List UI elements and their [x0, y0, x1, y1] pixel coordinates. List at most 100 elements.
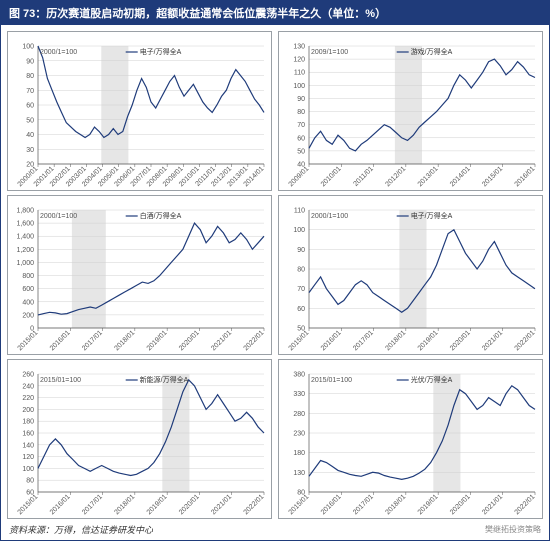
legend: 新能源/万得全A — [126, 375, 189, 384]
y-tick-label: 1,400 — [16, 234, 34, 241]
legend-label: 光伏/万得全A — [411, 375, 453, 384]
watermark: 樊继拓投资策略 — [485, 524, 541, 535]
y-tick-label: 200 — [22, 312, 34, 319]
chart-grid: 20304050607080901002000/012001/012002/01… — [1, 25, 549, 521]
x-tick-label: 2019/01 — [146, 329, 169, 352]
chart-svg: 60801001201401601802002202402602015/0120… — [8, 360, 270, 518]
y-tick-label: 100 — [22, 44, 34, 51]
x-tick-label: 2021/01 — [210, 493, 233, 516]
x-tick-label: 2015/01 — [288, 329, 311, 352]
chart-panel-p1: 20304050607080901002000/012001/012002/01… — [7, 31, 272, 191]
y-tick-label: 120 — [22, 454, 34, 461]
source-label: 资料来源：万得，信达证券研发中心 — [9, 523, 153, 536]
x-tick-label: 2016/01 — [49, 329, 72, 352]
y-tick-label: 110 — [294, 208, 305, 215]
x-tick-label: 2013/01 — [417, 165, 440, 188]
y-tick-label: 60 — [26, 103, 34, 110]
x-tick-label: 2017/01 — [352, 493, 375, 516]
y-tick-label: 180 — [293, 450, 305, 457]
legend-label: 电子/万得全A — [140, 47, 182, 56]
x-tick-label: 2016/01 — [320, 493, 343, 516]
y-tick-label: 1,200 — [16, 247, 34, 254]
x-tick-label: 2011/01 — [353, 165, 376, 188]
y-tick-label: 50 — [297, 148, 305, 155]
x-tick-label: 2016/01 — [514, 165, 537, 188]
y-tick-label: 80 — [297, 109, 305, 116]
chart-svg: 20304050607080901002000/012001/012002/01… — [8, 32, 270, 190]
x-tick-label: 2018/01 — [113, 329, 136, 352]
x-tick-label: 2017/01 — [81, 329, 104, 352]
base-label: 2000/1=100 — [311, 213, 348, 220]
y-tick-label: 600 — [22, 286, 34, 293]
legend-label: 新能源/万得全A — [140, 375, 189, 384]
x-tick-label: 2009/01 — [288, 165, 311, 188]
y-tick-label: 400 — [22, 299, 34, 306]
y-tick-label: 220 — [22, 395, 34, 402]
chart-svg: 4050607080901001101201302009/012010/0120… — [279, 32, 541, 190]
x-tick-label: 2012/01 — [384, 165, 407, 188]
y-tick-label: 80 — [26, 73, 34, 80]
y-tick-label: 70 — [26, 88, 34, 95]
x-tick-label: 2015/01 — [288, 493, 311, 516]
x-tick-label: 2020/01 — [178, 493, 201, 516]
x-tick-label: 2018/01 — [384, 329, 407, 352]
x-tick-label: 2019/01 — [417, 493, 440, 516]
y-tick-label: 80 — [297, 267, 305, 274]
x-tick-label: 2016/01 — [49, 493, 72, 516]
legend-label: 游戏/万得全A — [411, 47, 453, 56]
x-tick-label: 2015/01 — [17, 493, 40, 516]
figure-footer: 资料来源：万得，信达证券研发中心 樊继拓投资策略 — [1, 521, 549, 540]
chart-svg: 02004006008001,0001,2001,4001,6001,80020… — [8, 196, 270, 354]
y-tick-label: 60 — [297, 135, 305, 142]
x-tick-label: 2017/01 — [352, 329, 375, 352]
base-label: 2000/1=100 — [40, 49, 77, 56]
figure-number: 图 73： — [9, 8, 46, 20]
x-tick-label: 2021/01 — [481, 493, 504, 516]
y-tick-label: 120 — [293, 57, 305, 64]
x-tick-label: 2022/01 — [514, 329, 537, 352]
x-tick-label: 2022/01 — [243, 493, 266, 516]
y-tick-label: 1,600 — [16, 221, 34, 228]
x-tick-label: 2020/01 — [178, 329, 201, 352]
y-tick-label: 1,800 — [16, 208, 34, 215]
legend-label: 白酒/万得全A — [140, 211, 182, 220]
x-tick-label: 2021/01 — [210, 329, 233, 352]
base-label: 2015/01=100 — [40, 377, 81, 384]
y-tick-label: 1,000 — [16, 260, 34, 267]
x-tick-label: 2020/01 — [449, 329, 472, 352]
chart-panel-p2: 4050607080901001101201302009/012010/0120… — [278, 31, 543, 191]
base-label: 2015/01=100 — [311, 377, 352, 384]
x-tick-label: 2018/01 — [384, 493, 407, 516]
y-tick-label: 260 — [22, 372, 34, 379]
x-tick-label: 2015/01 — [481, 165, 504, 188]
y-tick-label: 230 — [293, 431, 305, 438]
figure-title-bar: 图 73：历次赛道股启动初期，超额收益通常会低位震荡半年之久（单位：%） — [1, 1, 549, 25]
y-tick-label: 80 — [26, 478, 34, 485]
chart-panel-p4: 50607080901001102015/012016/012017/01201… — [278, 195, 543, 355]
x-tick-label: 2022/01 — [514, 493, 537, 516]
y-tick-label: 160 — [22, 431, 34, 438]
y-tick-label: 140 — [22, 442, 34, 449]
x-tick-label: 2019/01 — [146, 493, 169, 516]
y-tick-label: 130 — [293, 470, 305, 477]
legend: 光伏/万得全A — [397, 375, 453, 384]
x-tick-label: 2014/01 — [449, 165, 472, 188]
x-tick-label: 2019/01 — [417, 329, 440, 352]
series-line — [309, 386, 535, 480]
y-tick-label: 380 — [293, 372, 305, 379]
chart-panel-p5: 60801001201401601802002202402602015/0120… — [7, 359, 272, 519]
highlight-band — [395, 46, 422, 164]
y-tick-label: 180 — [22, 419, 34, 426]
y-tick-label: 100 — [293, 83, 305, 90]
chart-svg: 50607080901001102015/012016/012017/01201… — [279, 196, 541, 354]
y-tick-label: 60 — [297, 306, 305, 313]
figure-container: 图 73：历次赛道股启动初期，超额收益通常会低位震荡半年之久（单位：%） 203… — [0, 0, 550, 541]
y-tick-label: 30 — [26, 147, 34, 154]
base-label: 2009/1=100 — [311, 49, 348, 56]
x-tick-label: 2020/01 — [449, 493, 472, 516]
chart-svg: 801301802302803303802015/012016/012017/0… — [279, 360, 541, 518]
y-tick-label: 240 — [22, 383, 34, 390]
y-tick-label: 330 — [293, 391, 305, 398]
x-tick-label: 2015/01 — [17, 329, 40, 352]
x-tick-label: 2022/01 — [243, 329, 266, 352]
